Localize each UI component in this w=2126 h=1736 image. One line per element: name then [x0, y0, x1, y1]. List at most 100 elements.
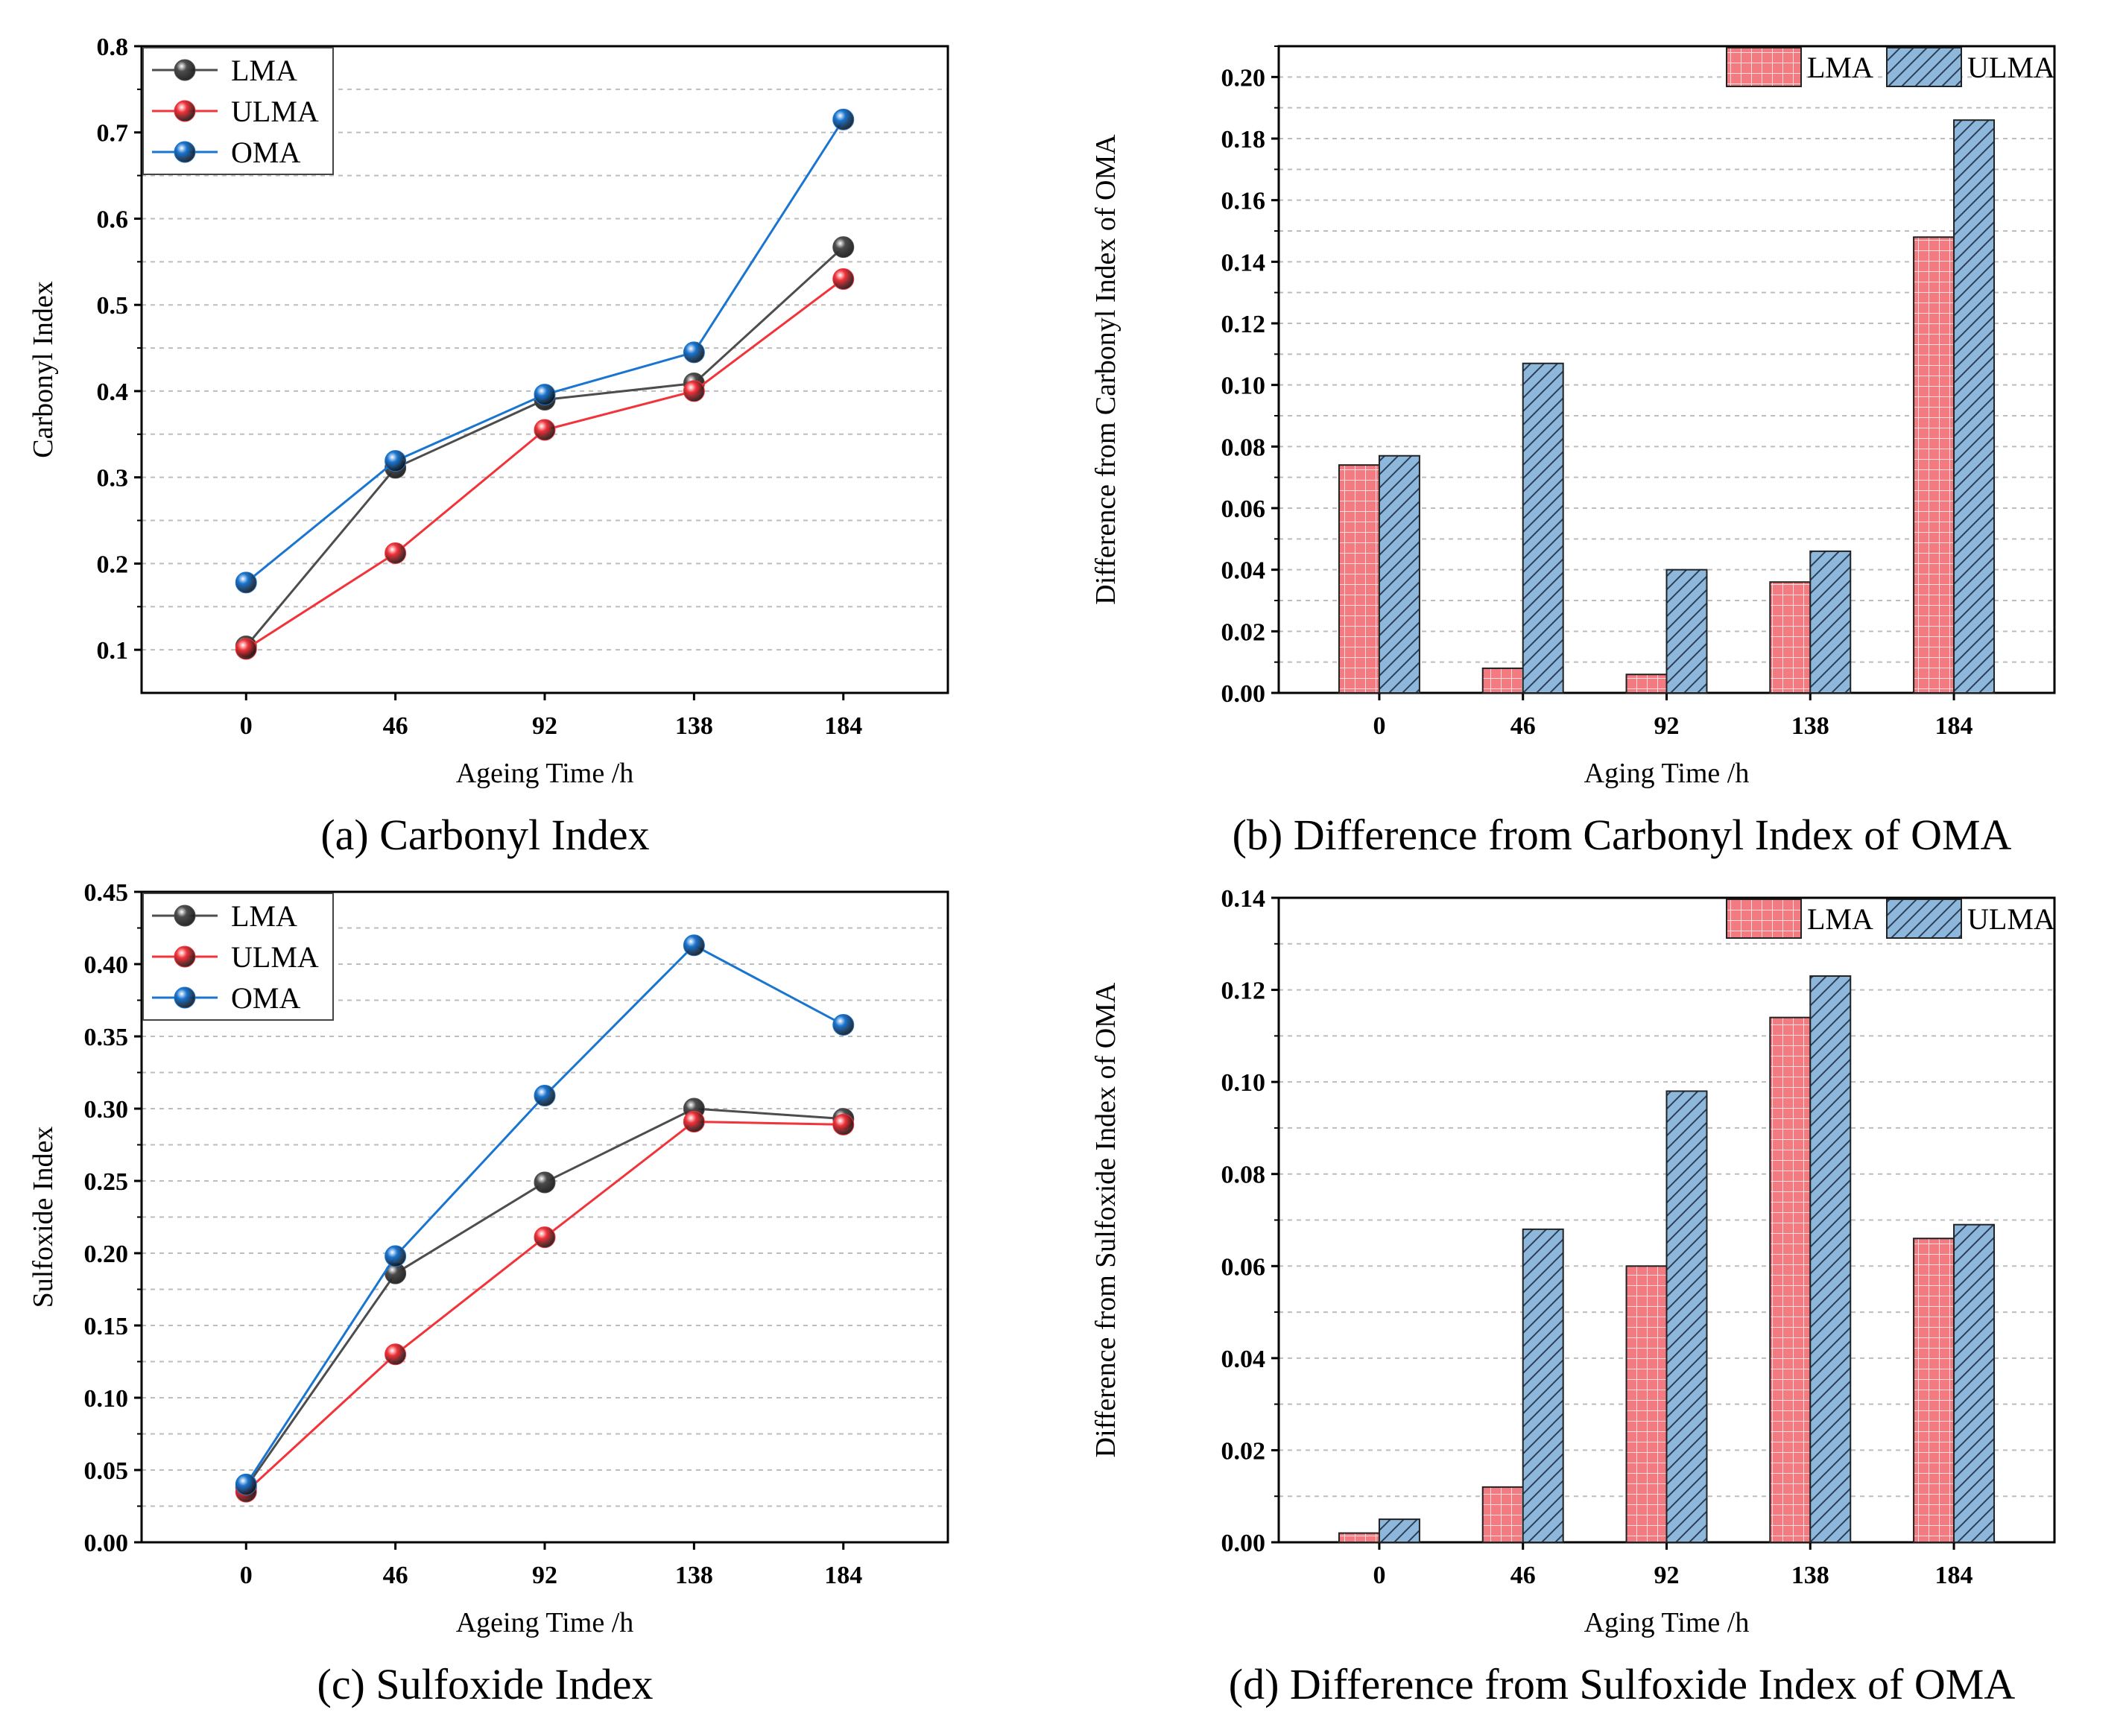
bar-lma	[1625, 1265, 1668, 1543]
data-point-ulma	[385, 1343, 407, 1366]
y-tick-label: 0.18	[1221, 126, 1266, 153]
y-axis: 0.00 0.02 0.04 0.06 0.08 0.10 0.12 0.14	[1221, 885, 1279, 1557]
legend-label: ULMA	[1967, 51, 2055, 84]
bar-ulma	[1809, 975, 1852, 1544]
legend-marker	[174, 945, 196, 968]
chart-caption: (b) Difference from Carbonyl Index of OM…	[1233, 811, 2012, 859]
bar-lma	[1338, 464, 1380, 694]
series-line-oma	[245, 118, 845, 584]
y-tick-label: 0.04	[1221, 1346, 1266, 1373]
chart-carbonyl-index: 0.1 0.2 0.3 0.4 0.5 0.6 0.7 0.8 0 46 92 138 184 Agein…	[28, 34, 949, 859]
chart-carbonyl-difference: 0.00 0.02 0.04 0.06 0.08 0.10 0.12 0.14 0.16 0.18…	[1090, 45, 2056, 859]
y-axis: 0.00 0.05 0.10 0.15 0.20 0.25 0.30 0.35 0.40 0.45	[84, 879, 142, 1557]
bar-ulma	[1378, 1518, 1420, 1543]
legend-swatch	[1886, 899, 1962, 939]
bar-lma	[1913, 1238, 1955, 1543]
y-tick-label: 0.05	[84, 1457, 129, 1485]
y-axis-label: Difference from Sulfoxide Index of OMA	[1090, 982, 1121, 1457]
data-point-ulma	[235, 638, 257, 660]
data-point-ulma	[534, 419, 556, 441]
legend-label: LMA	[231, 54, 297, 87]
x-tick-label: 92	[532, 712, 557, 740]
legend: LMA ULMA OMA	[142, 47, 334, 175]
y-tick-label: 0.20	[1221, 64, 1266, 92]
y-tick-label: 0.00	[1221, 1530, 1266, 1557]
x-axis-label: Aging Time /h	[1584, 758, 1750, 789]
x-tick-label: 46	[1510, 712, 1536, 740]
y-tick-label: 0.12	[1221, 978, 1266, 1005]
y-tick-label: 0.35	[84, 1024, 129, 1051]
panel-sulfoxide-index: 0.00 0.05 0.10 0.15 0.20 0.25 0.30 0.35 0.40 0.45…	[0, 868, 1063, 1736]
data-point-oma	[235, 1473, 257, 1495]
y-axis-label: Carbonyl Index	[28, 281, 59, 457]
data-point-ulma	[534, 1226, 556, 1249]
series-group	[235, 108, 855, 660]
panel-carbonyl-index: 0.1 0.2 0.3 0.4 0.5 0.6 0.7 0.8 0 46 92 138 184 Agein…	[0, 0, 1063, 868]
bar-lma	[1913, 236, 1955, 694]
legend-marker	[174, 141, 196, 163]
x-axis: 0 46 92 138 184	[240, 1542, 862, 1589]
x-tick-label: 184	[824, 712, 862, 740]
bar-ulma	[1522, 362, 1564, 694]
bar-ulma	[1953, 1223, 1996, 1543]
x-tick-label: 0	[240, 1562, 253, 1589]
bar-ulma	[1665, 568, 1708, 694]
legend-marker	[174, 905, 196, 927]
x-axis-label: Aging Time /h	[1584, 1607, 1750, 1638]
y-tick-label: 0.2	[97, 551, 129, 578]
chart-sulfoxide-index: 0.00 0.05 0.10 0.15 0.20 0.25 0.30 0.35 0.40 0.45…	[28, 879, 949, 1708]
bar-lma	[1481, 1486, 1524, 1543]
legend-label: OMA	[231, 981, 300, 1015]
legend: LMA ULMA	[1726, 899, 2055, 939]
y-tick-label: 0.8	[97, 34, 129, 61]
bar-ulma	[1665, 1090, 1708, 1543]
y-tick-label: 0.02	[1221, 1437, 1266, 1465]
series-line-lma	[245, 1107, 844, 1489]
x-tick-label: 46	[383, 1562, 408, 1589]
legend: LMA ULMA OMA	[142, 893, 334, 1021]
series-line-oma	[245, 943, 844, 1486]
y-tick-label: 0.06	[1221, 1253, 1266, 1281]
x-tick-label: 92	[532, 1562, 557, 1589]
legend-label: OMA	[231, 136, 300, 169]
y-axis: 0.1 0.2 0.3 0.4 0.5 0.6 0.7 0.8	[97, 34, 142, 665]
y-tick-label: 0.12	[1221, 311, 1266, 338]
y-tick-label: 0.16	[1221, 188, 1266, 215]
y-tick-label: 0.3	[97, 465, 129, 492]
x-tick-label: 184	[824, 1562, 862, 1589]
x-axis: 0 46 92 138 184	[240, 693, 862, 740]
data-point-oma	[385, 1245, 407, 1267]
y-tick-label: 0.04	[1221, 557, 1266, 585]
x-tick-label: 0	[1373, 1562, 1385, 1589]
bar-lma	[1625, 674, 1668, 694]
x-tick-label: 184	[1935, 712, 1973, 740]
panel-carbonyl-difference: 0.00 0.02 0.04 0.06 0.08 0.10 0.12 0.14 0.16 0.18…	[1063, 0, 2126, 868]
data-point-ulma	[832, 1113, 855, 1135]
y-tick-label: 0.40	[84, 951, 129, 979]
y-tick-label: 0.08	[1221, 434, 1266, 461]
series-line-ulma	[245, 278, 844, 650]
legend-label: ULMA	[231, 95, 319, 128]
bar-ulma	[1809, 550, 1852, 694]
y-tick-label: 0.10	[84, 1385, 129, 1413]
legend-label: LMA	[231, 899, 297, 933]
bar-lma	[1338, 1532, 1380, 1544]
data-point-ulma	[385, 542, 407, 565]
x-tick-label: 92	[1654, 712, 1680, 740]
x-tick-label: 138	[675, 1562, 713, 1589]
x-tick-label: 0	[1373, 712, 1385, 740]
data-point-oma	[683, 934, 705, 957]
x-axis-label: Ageing Time /h	[456, 758, 634, 789]
legend: LMA ULMA	[1726, 47, 2055, 87]
bar-ulma	[1953, 119, 1996, 694]
y-tick-label: 0.08	[1221, 1162, 1266, 1189]
series-group	[1338, 975, 1996, 1544]
y-axis-label: Sulfoxide Index	[28, 1127, 59, 1308]
legend-swatch	[1886, 47, 1962, 87]
data-point-oma	[534, 384, 556, 406]
y-tick-label: 0.7	[97, 120, 129, 148]
chart-caption: (c) Sulfoxide Index	[317, 1660, 654, 1708]
bar-lma	[1769, 1016, 1812, 1543]
legend-label: LMA	[1807, 902, 1873, 936]
x-tick-label: 138	[1791, 1562, 1829, 1589]
